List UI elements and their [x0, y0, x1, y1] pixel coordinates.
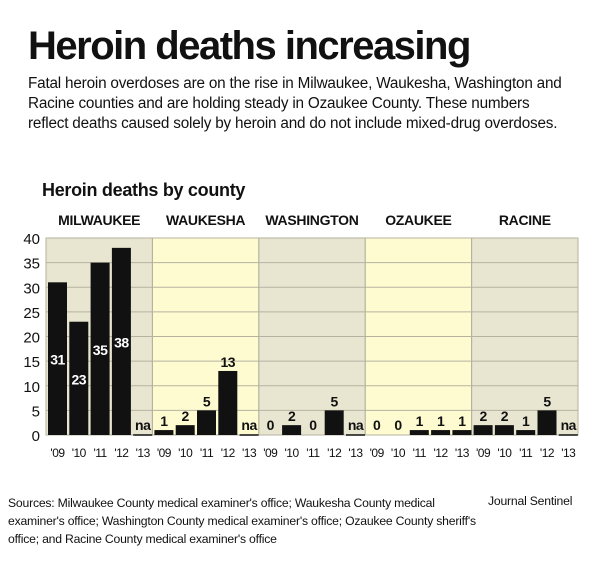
x-tick-label: '10 — [497, 446, 512, 460]
x-tick-label: '09 — [50, 446, 65, 460]
x-tick-label: '09 — [370, 446, 385, 460]
y-tick-label: 30 — [23, 280, 40, 297]
bar — [90, 262, 110, 435]
x-tick-label: '12 — [540, 446, 555, 460]
sources-note: Sources: Milwaukee County medical examin… — [8, 496, 476, 546]
y-tick-label: 10 — [23, 379, 40, 396]
y-tick-label: 40 — [23, 231, 40, 248]
x-tick-label: '10 — [178, 446, 193, 460]
data-label: 2 — [288, 408, 296, 424]
data-label: 1 — [416, 413, 424, 429]
x-tick-label: '12 — [327, 446, 342, 460]
bar — [473, 425, 493, 435]
county-label-washington: WASHINGTON — [265, 212, 358, 228]
x-tick-label: '10 — [391, 446, 406, 460]
page-title: Heroin deaths increasing — [28, 24, 471, 68]
data-label: 5 — [331, 393, 339, 409]
x-tick-label: '13 — [455, 446, 470, 460]
data-label: 2 — [501, 408, 509, 424]
y-tick-label: 35 — [23, 256, 40, 273]
data-label: 13 — [221, 354, 236, 370]
bar — [154, 430, 174, 435]
bar — [48, 282, 67, 435]
subtitle: Fatal heroin overdoses are on the rise i… — [28, 75, 562, 132]
y-tick-label: 5 — [32, 403, 40, 420]
x-tick-label: '13 — [348, 446, 363, 460]
data-label: 2 — [479, 408, 487, 424]
county-label-milwaukee: MILWAUKEE — [58, 212, 140, 228]
bar — [409, 430, 429, 435]
x-tick-label: '12 — [114, 446, 129, 460]
data-label: 5 — [543, 393, 551, 409]
data-label: na — [561, 417, 577, 433]
data-label: 1 — [437, 413, 445, 429]
x-tick-label: '11 — [519, 446, 533, 460]
x-tick-label: '13 — [242, 446, 257, 460]
bar — [494, 425, 514, 435]
data-label: 0 — [373, 417, 381, 433]
bar — [431, 430, 451, 435]
bar — [69, 321, 89, 435]
data-label: 0 — [394, 417, 402, 433]
x-tick-label: '09 — [476, 446, 491, 460]
data-label: na — [135, 417, 151, 433]
data-label: 0 — [309, 417, 317, 433]
data-label: 31 — [50, 352, 65, 368]
y-tick-label: 20 — [23, 330, 40, 347]
x-tick-label: '11 — [200, 446, 214, 460]
x-tick-label: '09 — [263, 446, 278, 460]
x-tick-label: '10 — [72, 446, 87, 460]
bar-chart: 0510152025303540MILWAUKEE'0931'1023'1135… — [23, 212, 579, 460]
y-tick-label: 0 — [32, 428, 40, 445]
county-label-racine: RACINE — [499, 212, 551, 228]
x-tick-label: '10 — [285, 446, 300, 460]
credit-label: Journal Sentinel — [488, 494, 573, 508]
data-label: 1 — [522, 413, 530, 429]
data-label: 35 — [93, 342, 108, 358]
x-tick-label: '11 — [306, 446, 320, 460]
bar — [537, 410, 557, 435]
data-label: 23 — [72, 371, 87, 387]
data-label: 0 — [267, 417, 275, 433]
y-tick-label: 15 — [23, 354, 40, 371]
bar — [218, 370, 238, 435]
bar — [282, 425, 302, 435]
data-label: na — [241, 417, 257, 433]
bar — [452, 430, 472, 435]
bar — [175, 425, 195, 435]
x-tick-label: '13 — [136, 446, 151, 460]
data-label: 2 — [182, 408, 190, 424]
county-label-ozaukee: OZAUKEE — [385, 212, 451, 228]
x-tick-label: '11 — [413, 446, 427, 460]
bar — [324, 410, 344, 435]
bar — [197, 410, 216, 435]
x-tick-label: '09 — [157, 446, 172, 460]
y-tick-label: 25 — [23, 305, 40, 322]
plot-border — [45, 237, 579, 436]
bar — [111, 247, 131, 435]
data-label: 5 — [203, 393, 211, 409]
x-tick-label: '13 — [561, 446, 576, 460]
bar — [516, 430, 536, 435]
x-tick-label: '11 — [93, 446, 107, 460]
data-label: 38 — [114, 334, 129, 350]
data-label: na — [348, 417, 364, 433]
x-tick-label: '12 — [221, 446, 236, 460]
county-label-waukesha: WAUKESHA — [166, 212, 245, 228]
x-tick-label: '12 — [434, 446, 449, 460]
data-label: 1 — [458, 413, 466, 429]
data-label: 1 — [160, 413, 168, 429]
chart-title: Heroin deaths by county — [42, 180, 246, 200]
